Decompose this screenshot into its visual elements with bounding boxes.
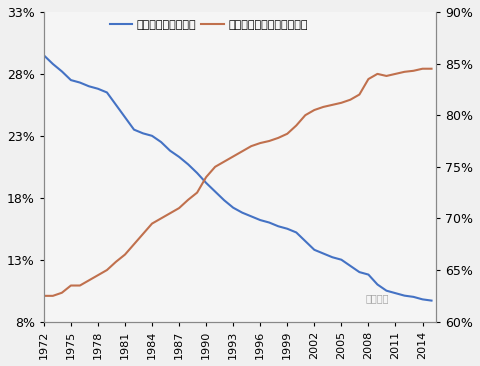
- 制造业就业人口占比: [284, 227, 290, 231]
- 服务业就业人口占比（右）: [266, 139, 272, 143]
- 制造业就业人口占比: [77, 81, 83, 85]
- 制造业就业人口占比: [402, 294, 408, 298]
- Text: 济平宏观: 济平宏观: [365, 293, 389, 303]
- 服务业就业人口占比（右）: [113, 259, 119, 264]
- 制造业就业人口占比: [86, 84, 92, 89]
- 服务业就业人口占比（右）: [149, 221, 155, 226]
- Line: 制造业就业人口占比: 制造业就业人口占比: [44, 55, 432, 300]
- 制造业就业人口占比: [185, 162, 191, 167]
- 服务业就业人口占比（右）: [140, 232, 146, 236]
- 制造业就业人口占比: [357, 270, 362, 274]
- 服务业就业人口占比（右）: [284, 131, 290, 136]
- 制造业就业人口占比: [194, 171, 200, 175]
- 制造业就业人口占比: [212, 189, 218, 194]
- 服务业就业人口占比（右）: [366, 77, 372, 81]
- 服务业就业人口占比（右）: [348, 97, 353, 102]
- 制造业就业人口占比: [321, 251, 326, 256]
- 制造业就业人口占比: [50, 62, 56, 66]
- 服务业就业人口占比（右）: [410, 68, 416, 73]
- 制造业就业人口占比: [374, 282, 380, 287]
- 服务业就业人口占比（右）: [59, 291, 65, 295]
- 制造业就业人口占比: [312, 248, 317, 252]
- 服务业就业人口占比（右）: [194, 190, 200, 195]
- 制造业就业人口占比: [122, 115, 128, 119]
- 制造业就业人口占比: [329, 255, 335, 259]
- 制造业就业人口占比: [176, 155, 182, 159]
- 制造业就业人口占比: [221, 198, 227, 202]
- 服务业就业人口占比（右）: [86, 278, 92, 283]
- 制造业就业人口占比: [348, 264, 353, 268]
- 制造业就业人口占比: [302, 239, 308, 243]
- 制造业就业人口占比: [257, 218, 263, 222]
- 制造业就业人口占比: [248, 214, 254, 219]
- 制造业就业人口占比: [158, 140, 164, 144]
- 服务业就业人口占比（右）: [321, 105, 326, 109]
- 制造业就业人口占比: [240, 210, 245, 215]
- Legend: 制造业就业人口占比, 服务业就业人口占比（右）: 制造业就业人口占比, 服务业就业人口占比（右）: [108, 18, 310, 32]
- 制造业就业人口占比: [393, 291, 398, 295]
- 服务业就业人口占比（右）: [302, 113, 308, 117]
- Line: 服务业就业人口占比（右）: 服务业就业人口占比（右）: [44, 69, 432, 296]
- 制造业就业人口占比: [420, 297, 425, 302]
- 服务业就业人口占比（右）: [104, 268, 110, 272]
- 服务业就业人口占比（右）: [276, 136, 281, 140]
- 服务业就业人口占比（右）: [248, 144, 254, 148]
- 制造业就业人口占比: [203, 181, 209, 185]
- 服务业就业人口占比（右）: [374, 72, 380, 76]
- 制造业就业人口占比: [338, 258, 344, 262]
- 服务业就业人口占比（右）: [329, 102, 335, 107]
- 服务业就业人口占比（右）: [176, 206, 182, 210]
- 服务业就业人口占比（右）: [41, 294, 47, 298]
- 服务业就业人口占比（右）: [384, 74, 389, 78]
- 服务业就业人口占比（右）: [131, 242, 137, 246]
- 服务业就业人口占比（右）: [393, 72, 398, 76]
- 制造业就业人口占比: [410, 295, 416, 299]
- 制造业就业人口占比: [95, 86, 101, 91]
- 制造业就业人口占比: [384, 288, 389, 293]
- 服务业就业人口占比（右）: [167, 211, 173, 216]
- 服务业就业人口占比（右）: [257, 141, 263, 145]
- 服务业就业人口占比（右）: [158, 216, 164, 221]
- 制造业就业人口占比: [366, 272, 372, 277]
- 制造业就业人口占比: [41, 53, 47, 57]
- 服务业就业人口占比（右）: [185, 198, 191, 202]
- 服务业就业人口占比（右）: [420, 67, 425, 71]
- 制造业就业人口占比: [266, 220, 272, 225]
- 服务业就业人口占比（右）: [50, 294, 56, 298]
- 制造业就业人口占比: [167, 149, 173, 153]
- 制造业就业人口占比: [104, 90, 110, 95]
- 制造业就业人口占比: [276, 224, 281, 228]
- 服务业就业人口占比（右）: [429, 67, 434, 71]
- 服务业就业人口占比（右）: [230, 154, 236, 159]
- 制造业就业人口占比: [113, 102, 119, 107]
- 制造业就业人口占比: [140, 131, 146, 135]
- 服务业就业人口占比（右）: [402, 70, 408, 74]
- 制造业就业人口占比: [230, 205, 236, 210]
- 服务业就业人口占比（右）: [221, 160, 227, 164]
- 服务业就业人口占比（右）: [122, 252, 128, 257]
- 服务业就业人口占比（右）: [95, 273, 101, 277]
- 服务业就业人口占比（右）: [212, 165, 218, 169]
- 服务业就业人口占比（右）: [357, 92, 362, 97]
- 服务业就业人口占比（右）: [68, 283, 74, 288]
- 制造业就业人口占比: [59, 69, 65, 74]
- 制造业就业人口占比: [131, 127, 137, 132]
- 服务业就业人口占比（右）: [203, 175, 209, 179]
- 服务业就业人口占比（右）: [240, 149, 245, 153]
- 制造业就业人口占比: [68, 78, 74, 82]
- 制造业就业人口占比: [429, 298, 434, 303]
- 制造业就业人口占比: [293, 230, 299, 235]
- 服务业就业人口占比（右）: [77, 283, 83, 288]
- 服务业就业人口占比（右）: [338, 101, 344, 105]
- 服务业就业人口占比（右）: [293, 123, 299, 128]
- 制造业就业人口占比: [149, 134, 155, 138]
- 服务业就业人口占比（右）: [312, 108, 317, 112]
